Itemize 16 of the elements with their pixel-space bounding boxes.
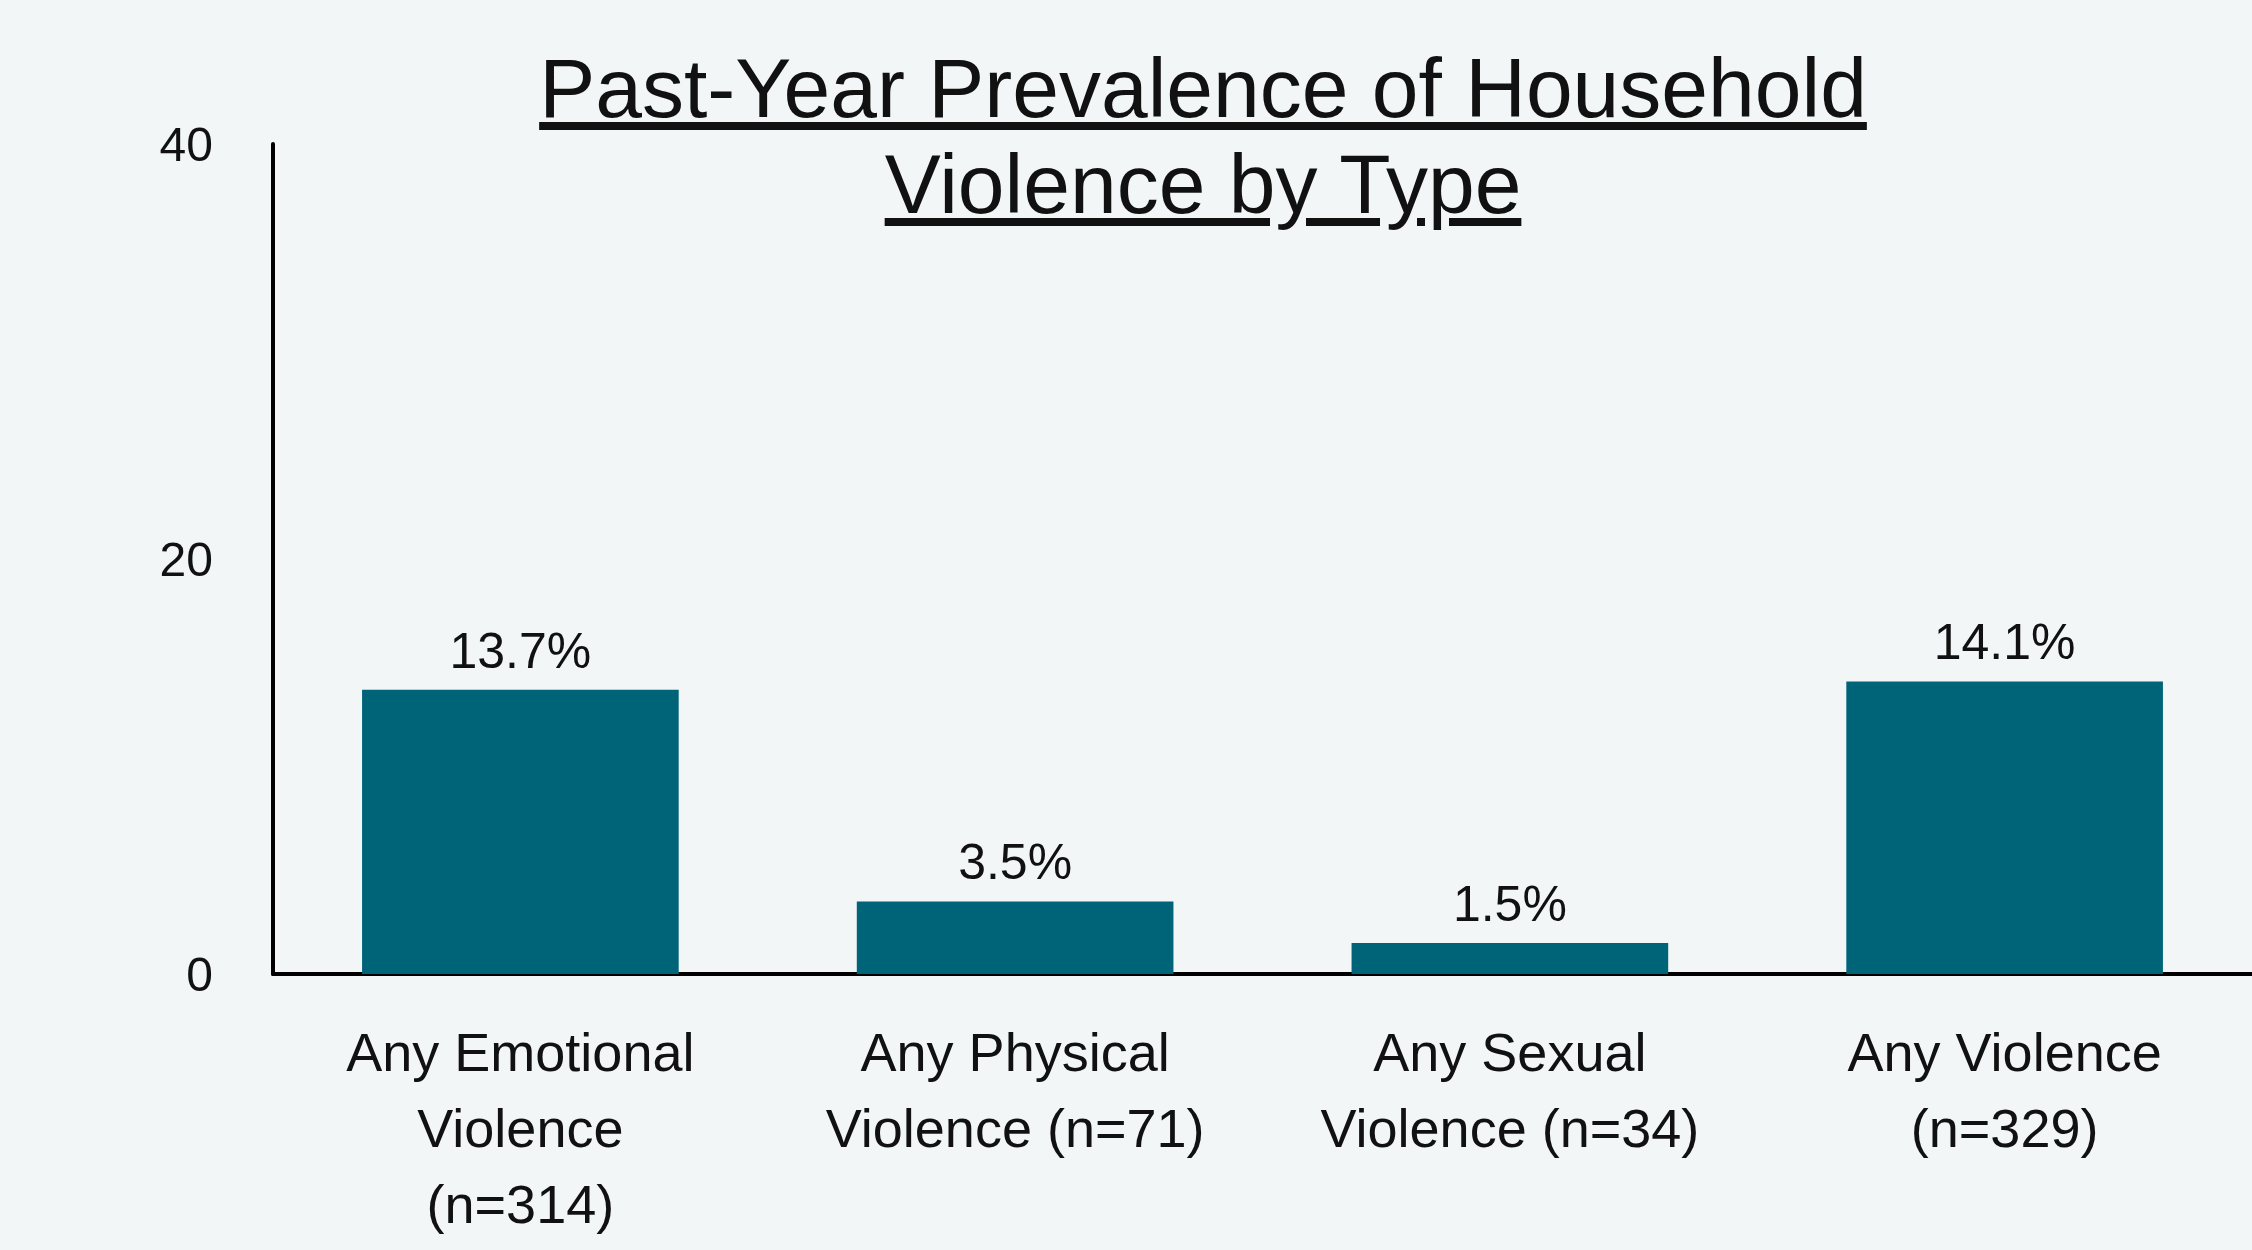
data-label: 13.7% xyxy=(449,622,592,679)
y-tick-label: 0 xyxy=(186,947,213,1001)
x-tick-label: Any Sexual Violence (n=34) xyxy=(1320,1022,1700,1158)
bar xyxy=(1846,681,2163,974)
chart-title: Past-Year Prevalence of Household Violence by Type xyxy=(538,40,1868,232)
x-tick-label: Any Physical Violence (n=71) xyxy=(825,1022,1205,1158)
bar xyxy=(856,901,1174,974)
y-tick-label: 20 xyxy=(159,532,213,586)
x-tick-label: Any Emotional Violence (n=314) xyxy=(346,1022,695,1234)
y-tick-label: 40 xyxy=(159,117,213,171)
data-label: 1.5% xyxy=(1452,875,1567,932)
data-label: 14.1% xyxy=(1933,614,2076,671)
bar xyxy=(362,689,679,974)
x-tick-label: Any Violence (n=329) xyxy=(1847,1022,2162,1158)
bar xyxy=(1351,942,1669,974)
data-label: 3.5% xyxy=(958,834,1073,891)
